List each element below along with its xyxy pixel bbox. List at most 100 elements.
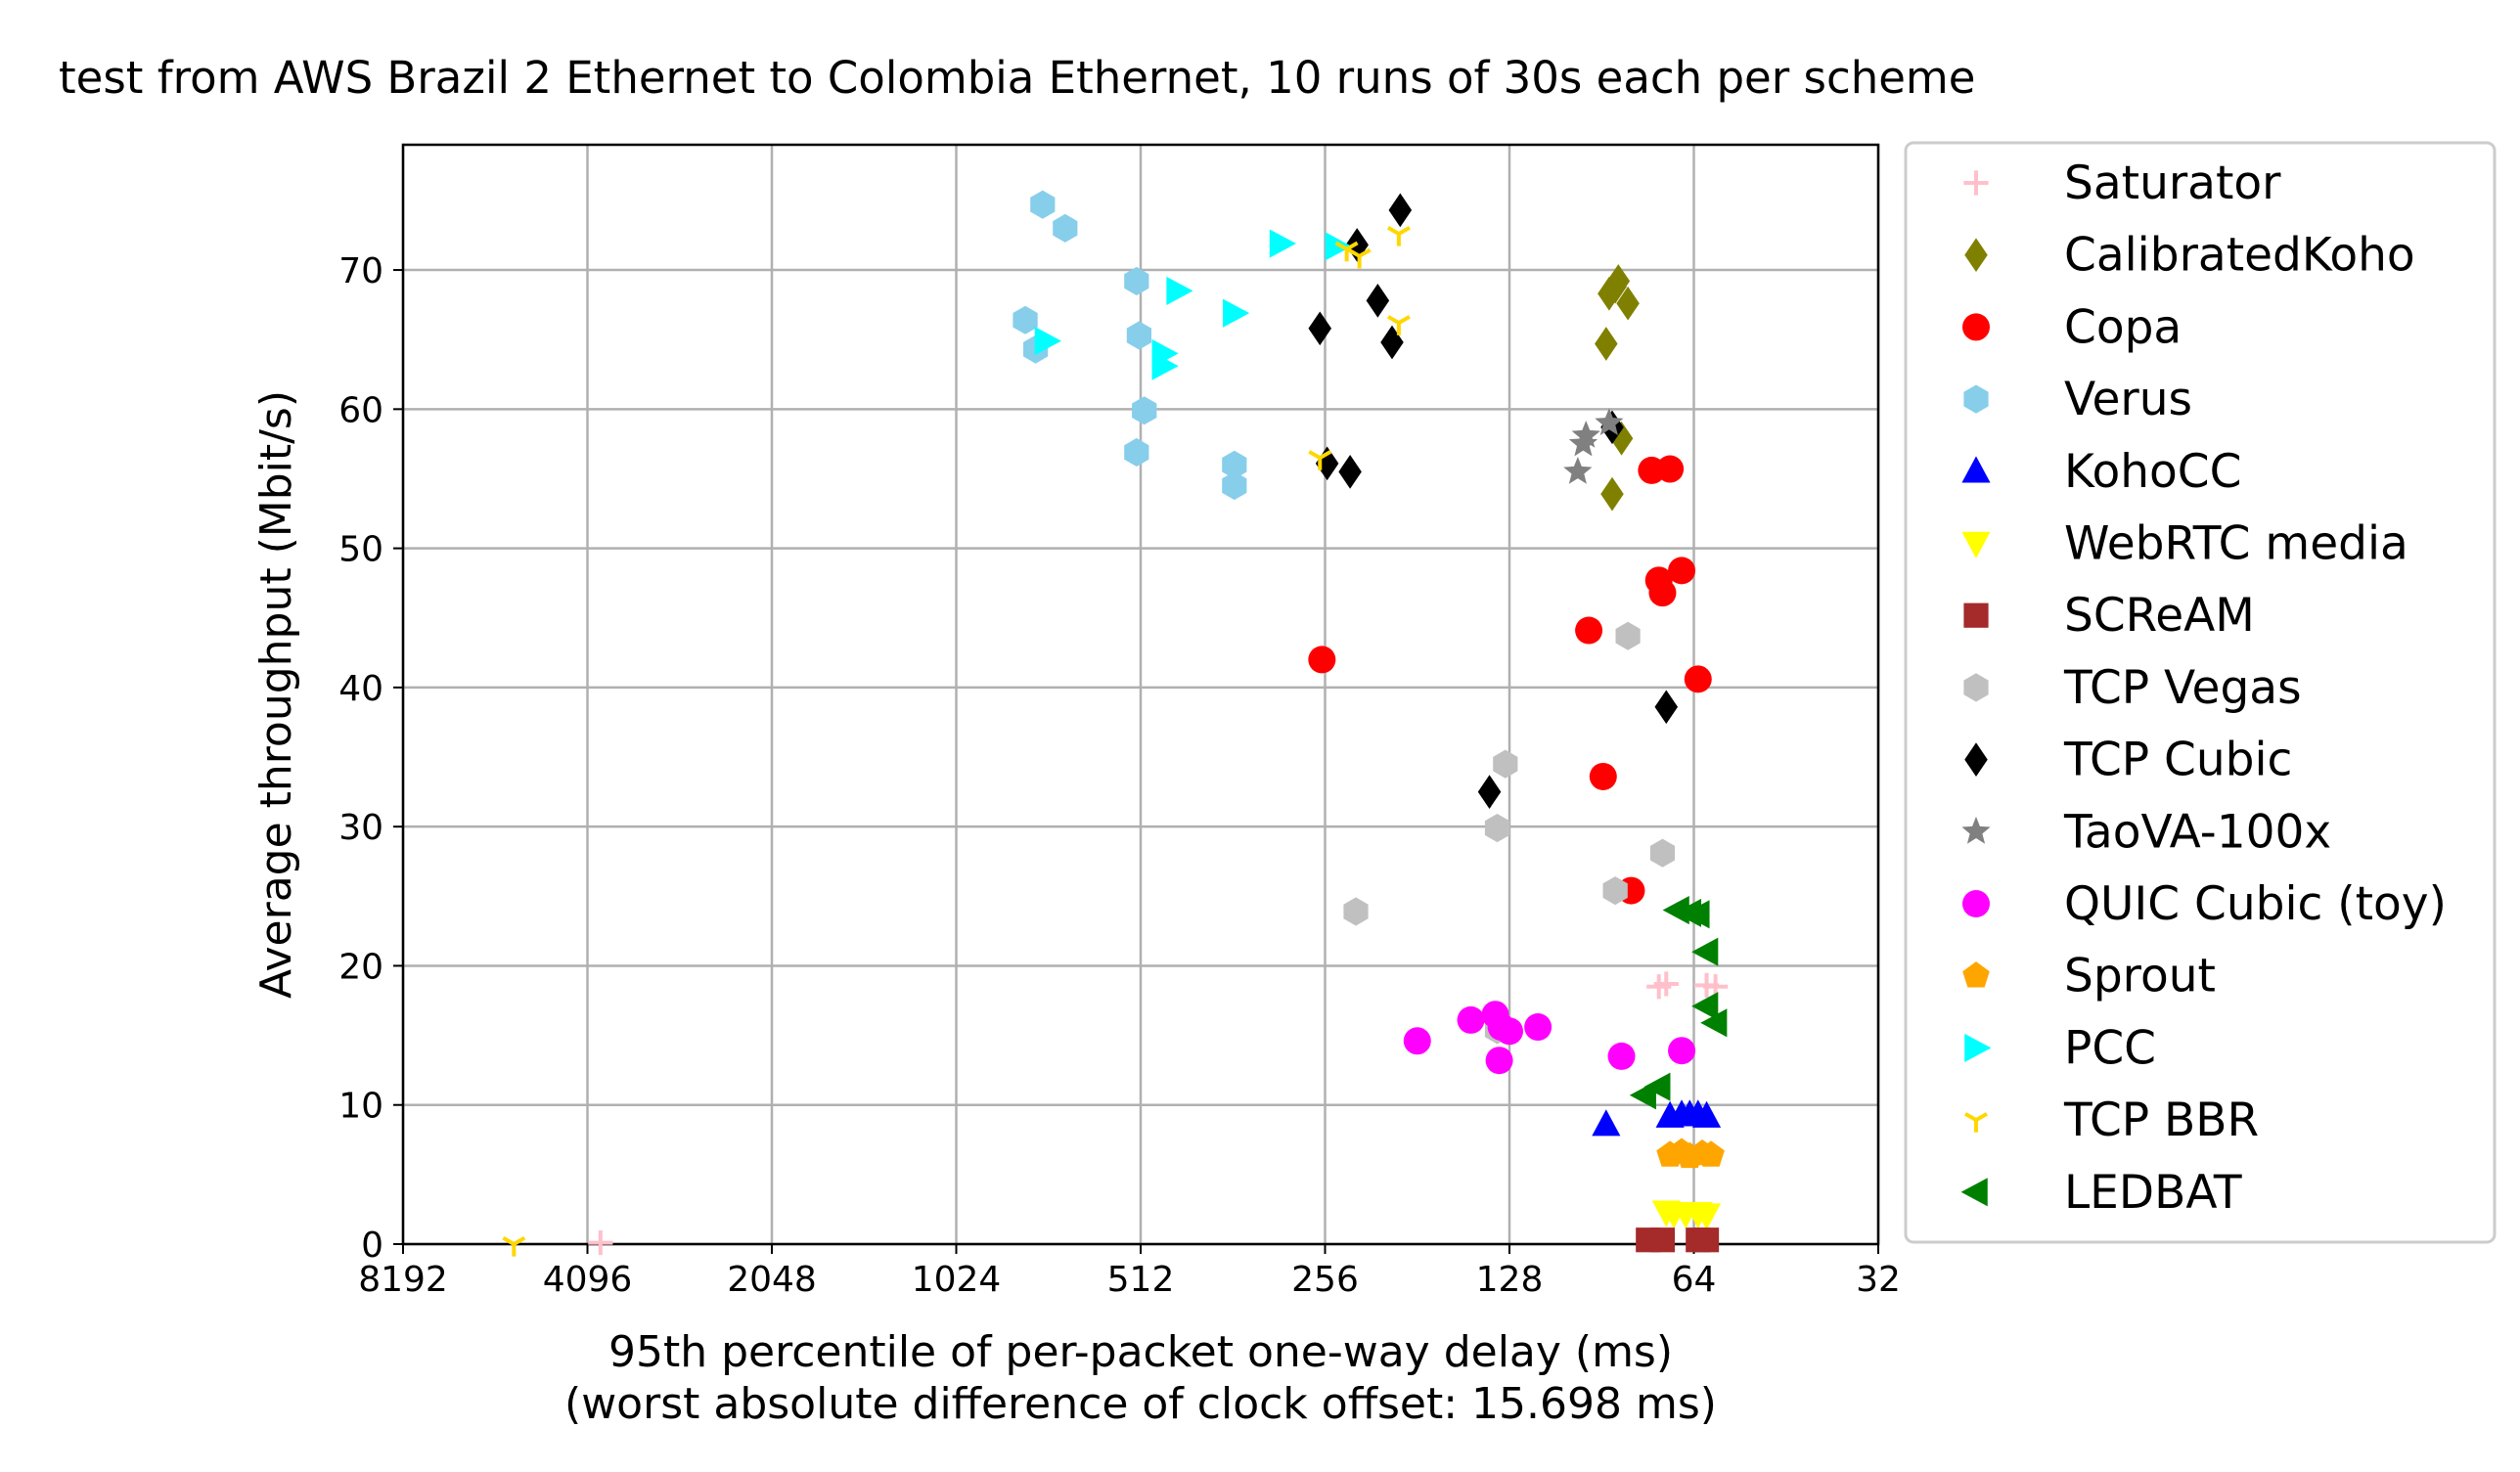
point-copa xyxy=(1308,646,1336,674)
point-copa xyxy=(1575,616,1603,645)
series-sprout xyxy=(1656,1137,1725,1169)
point-verus xyxy=(1124,266,1149,295)
point-ledbat xyxy=(1691,992,1719,1021)
series-ledbat xyxy=(1629,895,1728,1110)
series-calibratedkoho xyxy=(1595,264,1640,512)
point-verus xyxy=(1012,305,1038,335)
y-axis-label: Average throughput (Mbit/s) xyxy=(251,390,301,999)
legend-label-copa: Copa xyxy=(2064,300,2182,354)
legend-item-calibratedkoho: CalibratedKoho xyxy=(1964,229,2415,283)
point-tcp-vegas xyxy=(1343,897,1369,926)
x-tick-label: 4096 xyxy=(543,1260,633,1300)
point-saturator xyxy=(588,1229,613,1256)
point-tcp-vegas xyxy=(1493,749,1518,779)
point-verus xyxy=(1030,190,1056,219)
point-quic-cubic-toy xyxy=(1496,1017,1523,1046)
point-taova-100x xyxy=(1595,408,1624,435)
y-tick-label: 60 xyxy=(338,390,383,430)
x-axis-sublabel: (worst absolute difference of clock offs… xyxy=(564,1379,1717,1429)
point-calibratedkoho xyxy=(1595,327,1618,361)
legend-marker-webrtc-media xyxy=(1961,531,1991,558)
legend-label-sprout: Sprout xyxy=(2064,950,2216,1004)
legend-marker-calibratedkoho xyxy=(1964,238,1988,273)
point-tcp-cubic xyxy=(1477,775,1502,809)
series-kohocc xyxy=(1592,1099,1722,1137)
legend-label-taova-100x: TaoVA-100x xyxy=(2063,805,2331,859)
legend-label-webrtc-media: WebRTC media xyxy=(2064,517,2408,571)
y-tick-label: 70 xyxy=(338,251,383,291)
point-pcc xyxy=(1166,276,1193,305)
point-ledbat xyxy=(1683,900,1710,929)
point-quic-cubic-toy xyxy=(1607,1042,1636,1070)
axis-ticks: 8192 4096 2048 1024 512 256 128 64 32 0 10 20 30 40 50… xyxy=(338,251,1901,1300)
x-tick-label: 32 xyxy=(1856,1260,1901,1300)
point-verus xyxy=(1132,396,1157,425)
legend-item-pcc: PCC xyxy=(1964,1021,2156,1075)
series-tcp-cubic xyxy=(1308,193,1679,809)
point-verus xyxy=(1126,321,1151,350)
legend-item-tcp-bbr: TCP BBR xyxy=(1964,1093,2259,1147)
point-verus xyxy=(1124,437,1149,467)
series-scream xyxy=(1636,1227,1720,1253)
y-tick-label: 10 xyxy=(338,1087,383,1127)
legend-label-saturator: Saturator xyxy=(2064,156,2281,210)
data-points xyxy=(502,190,1729,1257)
legend xyxy=(1904,141,2497,1244)
point-taova-100x xyxy=(1571,421,1600,448)
point-scream xyxy=(1693,1227,1720,1253)
point-quic-cubic-toy xyxy=(1403,1027,1431,1055)
legend-label-verus: Verus xyxy=(2064,373,2192,426)
legend-marker-copa xyxy=(1962,313,1990,341)
point-kohocc xyxy=(1592,1109,1621,1137)
point-pcc xyxy=(1223,298,1250,328)
point-quic-cubic-toy xyxy=(1485,1047,1513,1075)
series-copa xyxy=(1308,455,1712,905)
series-tcp-bbr xyxy=(502,226,1411,1257)
legend-item-ledbat: LEDBAT xyxy=(1960,1166,2242,1220)
legend-marker-scream xyxy=(1963,602,1989,628)
legend-label-quic-cubic-toy: QUIC Cubic (toy) xyxy=(2064,877,2447,931)
legend-label-calibratedkoho: CalibratedKoho xyxy=(2064,229,2415,283)
point-verus xyxy=(1222,471,1247,501)
point-tcp-bbr xyxy=(1386,226,1411,246)
point-tcp-cubic xyxy=(1654,690,1679,725)
point-calibratedkoho xyxy=(1600,476,1624,512)
legend-marker-ledbat xyxy=(1960,1178,1988,1207)
point-pcc xyxy=(1034,327,1061,356)
point-tcp-vegas xyxy=(1602,876,1628,906)
point-kohocc xyxy=(1691,1100,1722,1128)
y-tick-label: 50 xyxy=(338,530,383,570)
point-tcp-cubic xyxy=(1388,193,1413,228)
point-calibratedkoho xyxy=(1603,269,1627,304)
series-pcc xyxy=(1034,229,1352,380)
series-webrtc-media xyxy=(1651,1200,1722,1230)
legend-marker-tcp-vegas xyxy=(1963,673,1989,702)
series-tcp-vegas xyxy=(1343,621,1676,1045)
point-tcp-bbr xyxy=(1308,450,1332,470)
point-webrtc-media xyxy=(1691,1203,1722,1230)
legend-label-tcp-vegas: TCP Vegas xyxy=(2063,661,2302,715)
legend-marker-quic-cubic-toy xyxy=(1962,890,1990,917)
series-quic-cubic-toy xyxy=(1403,1001,1696,1075)
point-copa xyxy=(1648,579,1677,607)
legend-item-kohocc: KohoCC xyxy=(1961,445,2241,499)
point-tcp-bbr xyxy=(1334,241,1359,262)
legend-item-copa: Copa xyxy=(1962,300,2182,354)
point-tcp-bbr xyxy=(502,1235,526,1257)
point-pcc xyxy=(1269,229,1296,258)
point-ledbat xyxy=(1691,937,1719,966)
point-quic-cubic-toy xyxy=(1668,1037,1696,1065)
point-tcp-bbr xyxy=(1347,247,1372,269)
point-ledbat xyxy=(1643,1072,1671,1101)
legend-items: Saturator CalibratedKoho Copa Verus KohoCC We… xyxy=(1960,156,2447,1220)
x-tick-label: 2048 xyxy=(727,1260,817,1300)
legend-marker-tcp-cubic xyxy=(1964,742,1988,777)
legend-label-kohocc: KohoCC xyxy=(2064,445,2241,499)
legend-item-scream: SCReAM xyxy=(1963,589,2255,643)
point-tcp-cubic xyxy=(1308,311,1331,346)
point-saturator xyxy=(1653,971,1679,997)
point-copa xyxy=(1589,762,1617,790)
legend-marker-saturator xyxy=(1963,170,1989,196)
point-tcp-vegas xyxy=(1484,814,1510,843)
